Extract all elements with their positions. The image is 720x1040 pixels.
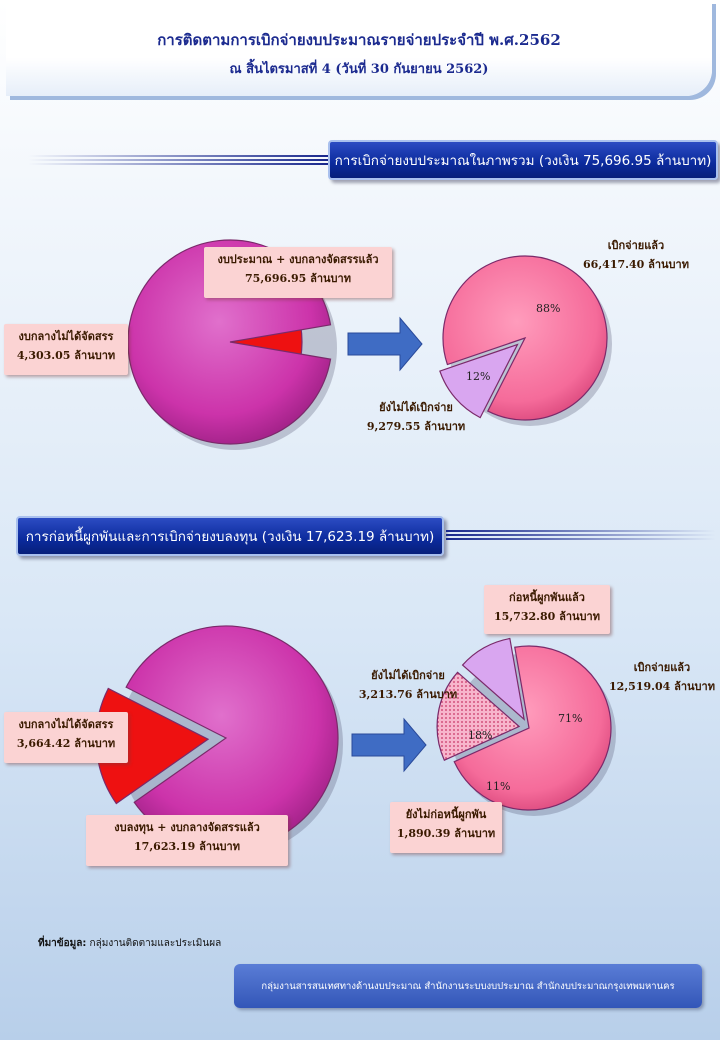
s2-main-label: งบลงทุน + งบกลางจัดสรรแล้ว 17,623.19 ล้า… — [86, 815, 288, 866]
s1-disbursed-label: เบิกจ่ายแล้ว 66,417.40 ล้านบาท — [583, 239, 689, 271]
decorative-lines-left — [28, 155, 330, 165]
pie4-slice-disbursed — [453, 645, 612, 811]
section-heading-overall: การเบิกจ่ายงบประมาณในภาพรวม (วงเงิน 75,6… — [328, 140, 718, 180]
s1-minor-label: งบกลางไม่ได้จัดสรร 4,303.05 ล้านบาท — [4, 324, 128, 375]
section-heading-investment: การก่อหนี้ผูกพันและการเบิกจ่ายงบลงทุน (ว… — [16, 516, 444, 556]
page-title: การติดตามการเบิกจ่ายงบประมาณรายจ่ายประจำ… — [157, 31, 561, 49]
s2-uncommitted-pct: 11% — [486, 780, 511, 793]
pie4-slice-not-disbursed — [436, 671, 521, 762]
title-panel: การติดตามการเบิกจ่ายงบประมาณรายจ่ายประจำ… — [6, 0, 712, 96]
pie2-slice-pending — [439, 343, 519, 419]
s1-disbursed-pct: 88% — [536, 302, 561, 315]
s1-pending-label: ยังไม่ได้เบิกจ่าย 9,279.55 ล้านบาท — [366, 401, 466, 433]
page-subtitle: ณ สิ้นไตรมาสที่ 4 (วันที่ 30 กันยายน 256… — [229, 62, 489, 77]
s2-uncommitted-label: ยังไม่ก่อหนี้ผูกพัน 1,890.39 ล้านบาท — [390, 802, 502, 853]
s2-disbursed-pct: 71% — [558, 712, 583, 725]
s1-pending-pct: 12% — [466, 370, 491, 383]
s2-minor-label: งบกลางไม่ได้จัดสรร 3,664.42 ล้านบาท — [4, 712, 128, 763]
pie4-slice-uncommitted — [461, 637, 525, 721]
pie2-slice-disbursed — [442, 255, 608, 421]
s2-not-disbursed-label: ยังไม่ได้เบิกจ่าย 3,213.76 ล้านบาท — [358, 669, 458, 701]
s2-disbursed-label: เบิกจ่ายแล้ว 12,519.04 ล้านบาท — [609, 661, 715, 693]
s1-main-label: งบประมาณ + งบกลางจัดสรรแล้ว 75,696.95 ล้… — [204, 247, 392, 298]
data-source: ที่มาข้อมูล: กลุ่มงานติดตามและประเมินผล — [38, 938, 222, 949]
organization-box: กลุ่มงานสารสนเทศทางด้านงบประมาณ สำนักงาน… — [234, 964, 702, 1008]
s2-committed-label: ก่อหนี้ผูกพันแล้ว 15,732.80 ล้านบาท — [484, 585, 610, 634]
arrow-icon-2 — [351, 717, 427, 773]
s2-not-disbursed-pct: 18% — [468, 729, 493, 742]
arrow-icon-1 — [347, 316, 423, 372]
decorative-lines-right — [446, 530, 716, 540]
